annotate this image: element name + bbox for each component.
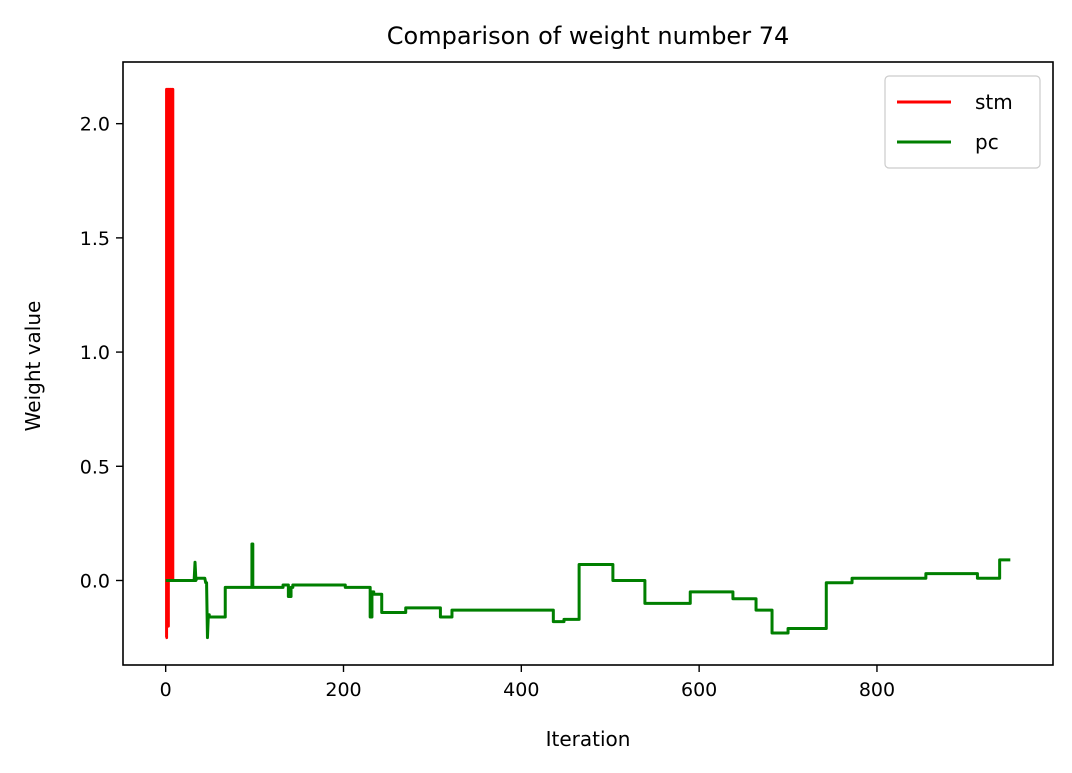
- x-axis-ticks: 0 200 400 600 800: [160, 665, 895, 701]
- y-tick-label: 0.5: [80, 456, 110, 478]
- legend-box: [884, 75, 1041, 169]
- series-line-pc: [165, 542, 1011, 640]
- y-axis-ticks: 0.0 0.5 1.0 1.5 2.0: [80, 114, 123, 592]
- plot-area: [122, 61, 1054, 666]
- x-axis-label: Iteration: [546, 727, 631, 751]
- axes-frame: [122, 61, 1054, 666]
- y-axis-label: Weight value: [21, 301, 45, 432]
- chart-title: Comparison of weight number 74: [387, 22, 789, 50]
- x-tick-label: 0: [160, 679, 172, 701]
- legend: stm pc: [884, 75, 1041, 169]
- y-tick-label: 2.0: [80, 114, 110, 136]
- x-tick-label: 600: [681, 679, 717, 701]
- legend-label-pc: pc: [975, 130, 999, 154]
- legend-label-stm: stm: [975, 90, 1013, 114]
- series-layer: [165, 87, 1011, 640]
- x-tick-label: 400: [503, 679, 539, 701]
- series-line-stm: [165, 87, 176, 640]
- y-tick-label: 0.0: [80, 570, 110, 592]
- y-tick-label: 1.5: [80, 228, 110, 250]
- x-tick-label: 800: [859, 679, 895, 701]
- x-tick-label: 200: [325, 679, 361, 701]
- y-tick-label: 1.0: [80, 342, 110, 364]
